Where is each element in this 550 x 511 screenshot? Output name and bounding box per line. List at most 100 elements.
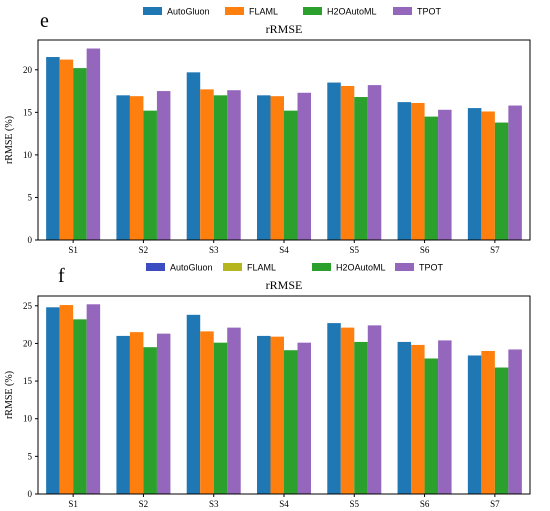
legend-swatch-tpot [393,7,412,15]
bar-tpot-s1 [86,48,101,241]
bar-tpot-s4 [297,92,311,240]
x-tick-label: S4 [279,499,289,509]
plot-frame [37,295,531,495]
y-tick-label: 10 [23,414,33,424]
y-axis-label: rRMSE (%) [4,116,15,164]
bar-flaml-s2 [129,332,144,494]
x-tick-label: S4 [279,245,289,255]
y-tick-label: 20 [23,65,33,75]
x-tick-label: S7 [490,245,500,255]
y-tick-label: 15 [23,107,33,117]
bar-h2oautoml-s1 [73,68,87,240]
bar-tpot-s5 [367,85,382,240]
bar-flaml-s4 [270,336,284,494]
legend-swatch-autogluon [143,7,162,15]
chart-title: rRMSE [266,278,303,292]
legend-label-flaml: FLAML [249,7,278,17]
y-tick-label: 15 [23,376,33,386]
y-tick-label: 10 [23,150,33,160]
bar-autogluon-s2 [116,335,130,494]
bar-flaml-s4 [270,96,284,240]
plot-frame [37,39,531,241]
bar-autogluon-s5 [327,82,341,240]
legend-label-h2oautoml: H2OAutoML [336,263,386,273]
y-axis-label: rRMSE (%) [4,371,15,419]
x-tick-label: S7 [490,499,500,509]
x-tick-label: S6 [420,245,430,255]
bar-autogluon-s4 [257,95,271,240]
bar-flaml-s7 [481,350,495,494]
bar-tpot-s6 [438,340,452,494]
legend-label-tpot: TPOT [419,263,444,273]
bar-autogluon-s7 [467,355,482,494]
bar-flaml-s1 [59,305,74,494]
bar-tpot-s7 [508,349,522,494]
y-tick-label: 25 [23,301,33,311]
bar-h2oautoml-s7 [494,367,509,494]
bar-h2oautoml-s3 [213,95,228,240]
x-tick-label: S2 [139,245,149,255]
bar-tpot-s3 [227,327,241,494]
bar-tpot-s1 [86,304,101,494]
bar-flaml-s6 [411,102,425,240]
bar-flaml-s5 [340,85,355,240]
chart-title: rRMSE [266,22,303,36]
x-tick-label: S2 [139,499,149,509]
x-tick-label: S1 [68,499,78,509]
bar-tpot-s3 [227,90,241,240]
bar-h2oautoml-s6 [424,358,439,494]
bar-h2oautoml-s3 [213,342,228,494]
bar-tpot-s5 [367,325,382,494]
bar-flaml-s3 [200,89,214,241]
bar-h2oautoml-s2 [143,347,157,494]
bar-flaml-s3 [200,331,214,494]
panel-label-f: f [58,265,65,287]
bar-autogluon-s3 [186,72,201,240]
y-tick-label: 0 [28,235,33,245]
bar-flaml-s5 [340,327,355,494]
bar-autogluon-s6 [397,102,412,241]
legend-swatch-h2oautoml [312,263,331,271]
bar-flaml-s7 [481,111,495,240]
y-tick-label: 5 [28,192,33,202]
bar-h2oautoml-s7 [494,122,509,240]
bar-tpot-s6 [438,109,452,240]
bar-flaml-s6 [411,344,425,494]
bar-tpot-s7 [508,105,522,240]
legend-label-autogluon: AutoGluon [170,263,213,273]
x-tick-label: S3 [209,245,219,255]
bar-tpot-s2 [156,333,171,494]
bar-autogluon-s1 [46,307,60,494]
bar-autogluon-s6 [397,341,412,494]
legend-label-h2oautoml: H2OAutoML [327,7,377,17]
legend-swatch-tpot [395,263,414,271]
bar-h2oautoml-s4 [284,350,298,494]
bar-autogluon-s2 [116,95,130,240]
bar-autogluon-s7 [467,108,482,240]
legend-label-tpot: TPOT [417,7,442,17]
x-tick-label: S6 [420,499,430,509]
x-tick-label: S5 [350,245,360,255]
legend-swatch-flaml [223,263,242,271]
legend-swatch-flaml [225,7,244,15]
x-tick-label: S3 [209,499,219,509]
bar-h2oautoml-s6 [424,116,439,240]
bar-h2oautoml-s5 [354,341,368,494]
y-tick-label: 5 [28,451,33,461]
x-tick-label: S5 [350,499,360,509]
y-tick-label: 20 [23,338,33,348]
y-tick-label: 0 [28,489,33,499]
bar-flaml-s2 [129,96,144,240]
legend-swatch-h2oautoml [303,7,322,15]
bar-tpot-s4 [297,342,311,494]
bar-h2oautoml-s1 [73,319,87,494]
bar-tpot-s2 [156,91,171,240]
bar-autogluon-s4 [257,335,271,494]
panel-label-e: e [40,10,49,32]
legend-swatch-autogluon [146,263,165,271]
bar-autogluon-s3 [186,314,201,494]
bar-h2oautoml-s4 [284,110,298,240]
bar-autogluon-s1 [46,57,60,241]
legend-label-flaml: FLAML [247,263,276,273]
